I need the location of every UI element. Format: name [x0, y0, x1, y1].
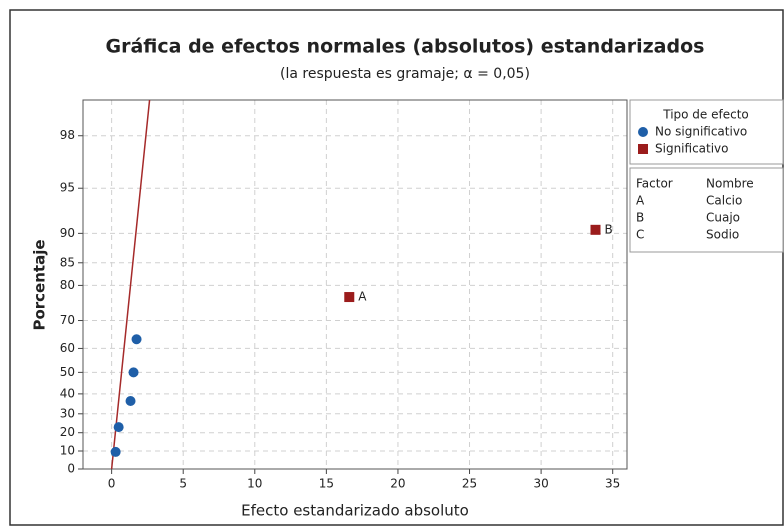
- table-cell: Calcio: [706, 194, 742, 208]
- y-tick-label: 40: [60, 386, 75, 400]
- y-tick-label: 60: [60, 341, 75, 355]
- y-tick-label: 30: [60, 406, 75, 420]
- table-header: Factor: [636, 177, 673, 191]
- reference-line: [110, 100, 151, 469]
- y-tick-label: 85: [60, 255, 75, 269]
- plot-area: [83, 100, 627, 469]
- table-cell: Sodio: [706, 228, 739, 242]
- legend-label: No significativo: [655, 125, 747, 139]
- legend-marker: [638, 127, 648, 137]
- point: [128, 367, 139, 378]
- point-label: B: [605, 222, 613, 236]
- table-header: Nombre: [706, 177, 754, 191]
- point-label: A: [358, 290, 367, 304]
- x-tick-label: 25: [462, 477, 477, 491]
- point: [113, 422, 124, 433]
- table-cell: C: [636, 228, 644, 242]
- y-tick-label: 98: [60, 128, 75, 142]
- plot-border: [82, 99, 628, 470]
- x-tick-label: 0: [108, 477, 116, 491]
- point: [110, 446, 121, 457]
- y-tick-label: 90: [60, 226, 75, 240]
- table-cell: B: [636, 211, 644, 225]
- y-tick-label: 0: [67, 462, 75, 476]
- point: [344, 292, 355, 303]
- point: [131, 334, 142, 345]
- x-tick-label: 10: [247, 477, 262, 491]
- x-tick-label: 15: [319, 477, 334, 491]
- table-cell: Cuajo: [706, 211, 740, 225]
- y-tick-label: 70: [60, 313, 75, 327]
- y-tick-label: 50: [60, 365, 75, 379]
- x-tick-label: 30: [533, 477, 548, 491]
- x-axis-label: Efecto estandarizado absoluto: [241, 502, 469, 520]
- point: [125, 395, 136, 406]
- x-tick-label: 5: [179, 477, 187, 491]
- legend-label: Significativo: [655, 142, 729, 156]
- y-axis-label: Porcentaje: [31, 239, 49, 330]
- legend-title: Tipo de efecto: [662, 108, 749, 122]
- chart-title: Gráfica de efectos normales (absolutos) …: [106, 36, 705, 58]
- x-tick-label: 35: [605, 477, 620, 491]
- y-tick-label: 80: [60, 278, 75, 292]
- legend-box: [629, 99, 784, 165]
- legend-marker: [638, 144, 648, 154]
- y-tick-label: 10: [60, 443, 75, 457]
- y-tick-label: 95: [60, 181, 75, 195]
- factor-table-box: [629, 167, 784, 253]
- x-tick-label: 20: [390, 477, 405, 491]
- point: [590, 224, 601, 235]
- table-cell: A: [636, 194, 645, 208]
- y-tick-label: 20: [60, 425, 75, 439]
- chart-subtitle: (la respuesta es gramaje; α = 0,05): [280, 66, 530, 82]
